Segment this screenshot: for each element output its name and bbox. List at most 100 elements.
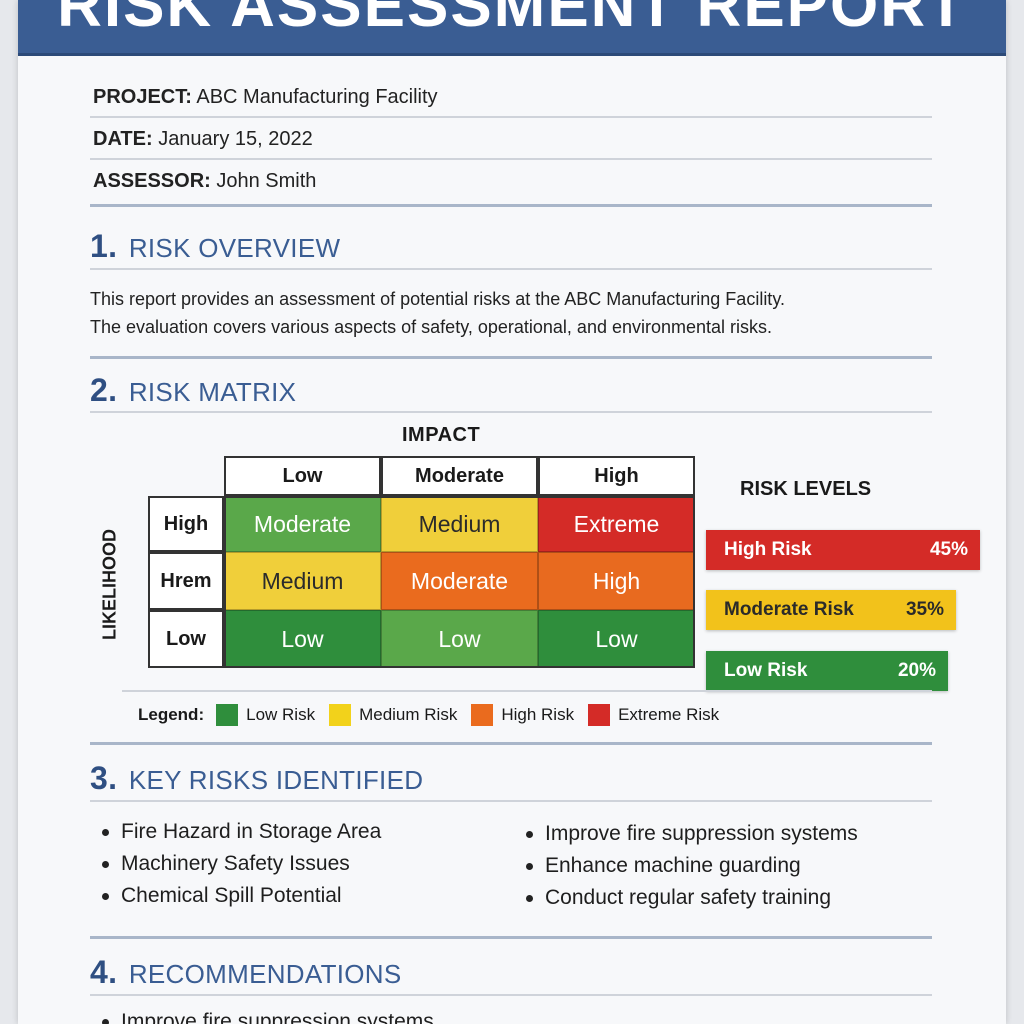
legend-item: Low Risk — [216, 704, 315, 726]
list-item-text: Improve fire suppression systems — [121, 1010, 434, 1024]
matrix-cell: Low — [224, 610, 381, 668]
bullet-icon — [102, 892, 109, 900]
matrix-legend: Legend: Low Risk Medium Risk High Risk Extr… — [138, 704, 733, 726]
project-value: ABC Manufacturing Facility — [196, 86, 438, 108]
matrix-cell: Moderate — [381, 552, 538, 610]
report-title: RISK ASSESSMENT REPORT — [57, 0, 967, 40]
date-value: January 15, 2022 — [158, 128, 313, 150]
bullet-icon — [526, 894, 533, 902]
legend-label: Low Risk — [246, 705, 316, 724]
project-label: PROJECT: — [93, 86, 192, 108]
divider — [90, 994, 932, 996]
meta-project: PROJECT: ABC Manufacturing Facility — [93, 86, 933, 109]
list-item-text: Conduct regular safety training — [545, 886, 831, 909]
list-item: Conduct regular safety training — [526, 882, 858, 914]
risk-level-label: Low Risk — [724, 660, 808, 681]
meta-assessor: ASSESSOR: John Smith — [93, 170, 933, 193]
key-actions-list: Improve fire suppression systems Enhance … — [526, 818, 858, 914]
risk-level-label: Moderate Risk — [724, 599, 854, 620]
section-number: 2. — [90, 372, 118, 408]
report-page: RISK ASSESSMENT REPORT PROJECT: ABC Manu… — [18, 0, 1006, 1024]
overview-paragraph: This report provides an assessment of po… — [90, 285, 890, 341]
section-title-recommendations: 4. RECOMMENDATIONS — [90, 954, 402, 991]
legend-swatch — [329, 704, 352, 726]
list-item: Fire Hazard in Storage Area — [102, 816, 381, 848]
risk-level-bar: Low Risk 20% — [706, 651, 948, 691]
section-heading: RISK OVERVIEW — [128, 233, 341, 263]
bullet-icon — [102, 860, 109, 868]
matrix-col-header: High — [538, 456, 695, 496]
section-heading: KEY RISKS IDENTIFIED — [128, 765, 424, 795]
section-number: 3. — [90, 760, 118, 796]
legend-title: Legend: — [138, 705, 205, 724]
legend-label: High Risk — [501, 705, 575, 724]
list-item-text: Enhance machine guarding — [545, 854, 801, 877]
assessor-label: ASSESSOR: — [93, 170, 211, 192]
bullet-icon — [526, 830, 533, 838]
matrix-col-header: Low — [224, 456, 381, 496]
matrix-cell: Low — [538, 610, 695, 668]
legend-label: Extreme Risk — [618, 705, 720, 724]
matrix-cell: High — [538, 552, 695, 610]
legend-swatch — [216, 704, 239, 726]
matrix-cell: Moderate — [224, 496, 381, 552]
matrix-row-header: Hrem — [148, 552, 224, 610]
recommendations-list: Improve fire suppression systems — [102, 1006, 434, 1024]
section-number: 4. — [90, 954, 118, 990]
matrix-cell: Extreme — [538, 496, 695, 552]
matrix-row-header: High — [148, 496, 224, 552]
divider — [90, 268, 932, 270]
legend-swatch — [471, 704, 494, 726]
section-number: 1. — [90, 228, 118, 264]
divider — [90, 800, 932, 802]
legend-item: Extreme Risk — [588, 704, 719, 726]
matrix-cell: Medium — [381, 496, 538, 552]
section-title-matrix: 2. RISK MATRIX — [90, 372, 296, 409]
overview-line: The evaluation covers various aspects of… — [90, 317, 773, 337]
risk-level-bar: Moderate Risk 35% — [706, 590, 956, 630]
divider — [90, 356, 932, 359]
impact-axis-label: IMPACT — [402, 424, 481, 446]
matrix-row-header: Low — [148, 610, 224, 668]
list-item: Enhance machine guarding — [526, 850, 858, 882]
section-heading: RECOMMENDATIONS — [128, 959, 402, 989]
list-item: Improve fire suppression systems — [102, 1006, 434, 1024]
matrix-cell: Medium — [224, 552, 381, 610]
legend-item: High Risk — [471, 704, 574, 726]
likelihood-axis-label: LIKELIHOOD — [99, 529, 120, 640]
list-item: Machinery Safety Issues — [102, 848, 381, 880]
divider — [90, 742, 932, 745]
divider — [90, 158, 932, 160]
bullet-icon — [102, 828, 109, 836]
list-item-text: Improve fire suppression systems — [545, 822, 858, 845]
section-title-overview: 1. RISK OVERVIEW — [90, 228, 340, 265]
divider — [122, 690, 932, 692]
risk-level-percent: 35% — [905, 599, 944, 620]
list-item-text: Machinery Safety Issues — [121, 852, 350, 875]
divider — [90, 411, 932, 413]
legend-item: Medium Risk — [329, 704, 457, 726]
legend-swatch — [588, 704, 611, 726]
list-item-text: Chemical Spill Potential — [121, 884, 342, 907]
legend-label: Medium Risk — [359, 705, 458, 724]
meta-date: DATE: January 15, 2022 — [93, 128, 933, 151]
matrix-cell: Low — [381, 610, 538, 668]
date-label: DATE: — [93, 128, 153, 150]
risk-levels-title: RISK LEVELS — [740, 478, 872, 500]
assessor-value: John Smith — [216, 170, 317, 192]
list-item: Chemical Spill Potential — [102, 880, 381, 912]
title-banner: RISK ASSESSMENT REPORT — [18, 0, 1006, 56]
list-item: Improve fire suppression systems — [526, 818, 858, 850]
section-title-key-risks: 3. KEY RISKS IDENTIFIED — [90, 760, 423, 797]
divider — [90, 936, 932, 939]
overview-line: This report provides an assessment of po… — [90, 289, 785, 309]
risk-level-bar: High Risk 45% — [706, 530, 980, 570]
section-heading: RISK MATRIX — [128, 377, 297, 407]
divider — [90, 204, 932, 207]
key-risks-list: Fire Hazard in Storage Area Machinery Saf… — [102, 816, 381, 912]
risk-level-label: High Risk — [724, 539, 812, 560]
matrix-col-header: Moderate — [381, 456, 538, 496]
risk-level-percent: 45% — [929, 539, 968, 560]
bullet-icon — [102, 1018, 109, 1024]
list-item-text: Fire Hazard in Storage Area — [121, 820, 382, 843]
